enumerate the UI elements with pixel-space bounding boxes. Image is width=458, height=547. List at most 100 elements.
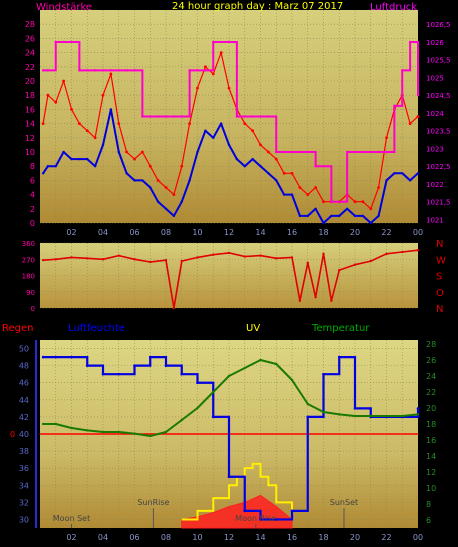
- x-tick-label: 06: [129, 533, 139, 542]
- wind-direction-point: [385, 252, 388, 256]
- wind-y-tick-label: 28: [25, 20, 35, 29]
- wind-gust-point: [133, 157, 136, 161]
- wind-y-tick-label: 2: [30, 205, 35, 214]
- wind-average-point: [133, 179, 136, 182]
- x-tick-label: 00: [413, 533, 423, 542]
- wind-average-point: [345, 207, 349, 210]
- wind-y-tick-label: 12: [25, 134, 35, 143]
- pressure-point: [275, 150, 278, 154]
- wind-panel-plot: [41, 40, 420, 225]
- temperature-point: [290, 378, 294, 382]
- wind-gust-point: [148, 164, 152, 168]
- temperature-point: [86, 429, 89, 432]
- wind-gust-point: [369, 207, 373, 211]
- wind-average-point: [109, 108, 113, 111]
- wind-gust-point: [172, 193, 176, 197]
- pressure-y-tick-label: 1021,5: [426, 199, 451, 207]
- pressure-point: [101, 69, 105, 72]
- x-tick-label: 14: [255, 533, 265, 542]
- humidity-point: [117, 372, 121, 376]
- wind-average-point: [385, 179, 388, 182]
- humidity-y-tick-label: 50: [19, 345, 29, 354]
- pressure-point: [133, 69, 136, 72]
- wind-average-point: [86, 157, 89, 161]
- wind-gust-point: [140, 150, 144, 154]
- humidity-point: [70, 355, 73, 359]
- wind-average-point: [70, 157, 73, 161]
- wind-y-tick-label: 16: [25, 105, 35, 114]
- wind-y-tick-label: 0: [30, 219, 35, 228]
- wind-average-point: [298, 214, 302, 218]
- wind-y-tick-label: 26: [25, 34, 35, 43]
- wind-average-point: [377, 214, 380, 218]
- wind-gust-point: [62, 79, 66, 83]
- compass-label: N: [436, 239, 443, 250]
- pressure-point: [243, 115, 246, 118]
- wind-direction-point: [369, 259, 372, 263]
- wind-direction-point: [298, 299, 302, 302]
- wind-direction-point: [196, 256, 199, 259]
- temperature-point: [164, 430, 168, 434]
- wind-y-tick-label: 20: [25, 77, 35, 86]
- uv-line: [181, 462, 293, 521]
- wind-average-point: [93, 165, 97, 168]
- pressure-point: [385, 150, 388, 154]
- humidity-y-tick-label: 34: [19, 481, 29, 490]
- humidity-point: [101, 372, 105, 376]
- temperature-y-tick-label: 12: [426, 468, 436, 477]
- wind-direction-point: [101, 258, 105, 261]
- wind-direction-point: [133, 258, 136, 261]
- temperature-point: [70, 426, 73, 430]
- wind-average-point: [41, 172, 45, 175]
- wind-gust-point: [85, 129, 89, 133]
- wind-average-point: [408, 179, 412, 182]
- x-tick-label: 00: [413, 228, 423, 237]
- humidity-point: [353, 407, 357, 410]
- wind-average-point: [267, 172, 270, 175]
- wind-gust-point: [416, 115, 420, 118]
- temperature-y-tick-label: 8: [426, 500, 431, 509]
- pressure-point: [361, 150, 365, 154]
- x-tick-label: 14: [255, 228, 265, 237]
- wind-average-point: [204, 129, 207, 132]
- wind-gust-point: [93, 136, 97, 140]
- pressure-point: [62, 40, 65, 44]
- wind-direction-point: [164, 258, 168, 262]
- pressure-point: [345, 150, 349, 154]
- temperature-y-tick-label: 10: [426, 484, 436, 493]
- temperature-point: [133, 432, 136, 435]
- humidity-point: [416, 407, 420, 410]
- wind-average-point: [235, 157, 239, 161]
- pressure-point: [227, 40, 231, 44]
- wind-average-point: [46, 165, 50, 168]
- pressure-point: [338, 200, 341, 203]
- wind-gust-point: [219, 51, 223, 54]
- wind-average-point: [401, 172, 404, 175]
- wind-gust-point: [377, 186, 381, 189]
- wind-average-point: [101, 143, 105, 147]
- temperature-y-tick-label: 18: [426, 420, 436, 429]
- pressure-y-tick-label: 1025: [426, 74, 444, 82]
- wind-gust-point: [322, 200, 325, 204]
- wind-gust-point: [259, 143, 262, 147]
- humidity-point: [211, 415, 215, 419]
- wind-y-tick-label: 18: [25, 91, 35, 100]
- wind-gust-point: [251, 129, 255, 133]
- temperature-point: [416, 413, 420, 416]
- wind-average-point: [361, 214, 365, 218]
- humidity-y-tick-label: 32: [19, 498, 29, 507]
- wind-gust-point: [266, 150, 270, 154]
- pressure-point: [93, 69, 97, 72]
- x-tick-label: 16: [287, 228, 297, 237]
- wind-gust-point: [298, 186, 302, 189]
- wind-direction-point: [290, 256, 294, 259]
- wind-average-point: [180, 200, 183, 203]
- humidity-point: [196, 381, 199, 385]
- wind-direction-point: [243, 255, 246, 258]
- humidity-point: [164, 364, 168, 367]
- humidity-point: [243, 509, 247, 513]
- temperature-point: [353, 414, 357, 418]
- wind-average-point: [369, 221, 372, 225]
- wind-panel-grid: [40, 10, 418, 224]
